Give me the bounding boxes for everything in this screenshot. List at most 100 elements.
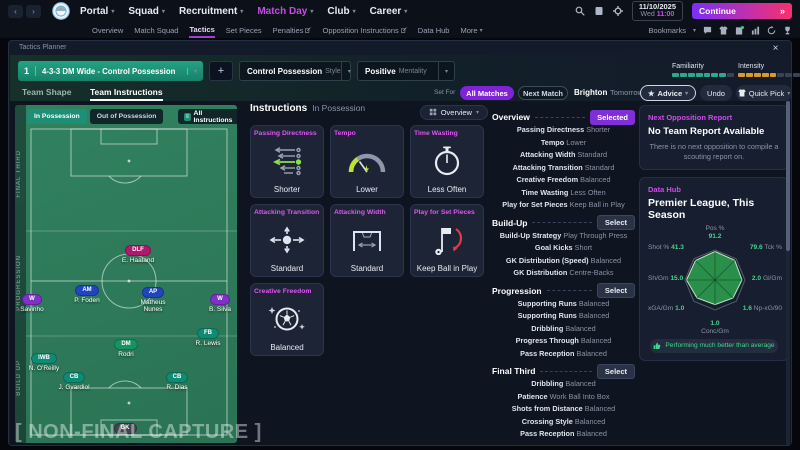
chevron-down-icon: ▾ (161, 8, 165, 15)
card-attacking-transition[interactable]: Attacking Transition Standard (250, 204, 324, 277)
card-creative-freedom[interactable]: Creative Freedom Balanced (250, 283, 324, 356)
card-passing-directness[interactable]: Passing Directness (250, 125, 324, 198)
subnav-tactics[interactable]: Tactics (189, 22, 215, 38)
messages-icon[interactable] (703, 26, 712, 35)
view-overview-dropdown[interactable]: Overview ▾ (419, 104, 488, 120)
bookmarks-bar: Bookmarks ▾ (648, 25, 792, 35)
bookmarks-label[interactable]: Bookmarks (648, 25, 686, 35)
filter-all-matches[interactable]: All Matches (460, 86, 514, 100)
opposition-report-title: Next Opposition Report (648, 113, 733, 122)
build-up-select-button[interactable]: Select (596, 215, 635, 230)
chevron-down-icon: ▾ (186, 67, 203, 75)
stats-icon[interactable] (751, 26, 760, 35)
summary-row: GK Distribution (Speed) Balanced (505, 255, 622, 265)
close-icon[interactable]: × (772, 43, 779, 54)
card-time-wasting[interactable]: Time Wasting Less Often (410, 125, 484, 198)
time-wasting-icon (434, 146, 460, 176)
sync-icon[interactable] (767, 25, 776, 35)
opposition-report-body: There is no next opposition to compile a… (649, 142, 779, 161)
subnav-set-pieces[interactable]: Set Pieces (225, 25, 262, 35)
player-goalkeeper[interactable]: GK (97, 416, 153, 435)
role-badge: CB (62, 371, 86, 383)
player-b-silva[interactable]: W B. Silva (192, 287, 237, 313)
tactic-pitch[interactable]: FINAL THIRD PROGRESSION BUILD UP In Poss… (15, 105, 237, 443)
role-badge: AM (75, 284, 99, 296)
card-attacking-width[interactable]: Attacking Width Standard (330, 204, 404, 277)
summary-row: Crossing Style Balanced (521, 416, 606, 426)
overview-selected-button[interactable]: Selected (590, 109, 635, 125)
shirt-icon[interactable] (719, 25, 728, 35)
gear-icon[interactable] (612, 6, 623, 16)
data-hub-title[interactable]: Data Hub (648, 184, 681, 194)
familiarity-gauge: Familiarity (672, 63, 734, 77)
chevron-down-icon: ▾ (340, 62, 357, 80)
nav-squad[interactable]: Squad ▾ (128, 5, 165, 17)
role-badge: W (22, 293, 42, 305)
search-icon[interactable] (575, 6, 585, 16)
chevron-down-icon: ▾ (479, 27, 483, 34)
tab-team-instructions[interactable]: Team Instructions (90, 87, 163, 101)
summary-row: Progress Through Balanced (515, 336, 612, 345)
player-gvardiol[interactable]: CB J. Gvardiol (46, 365, 102, 391)
forward-button[interactable]: › (26, 4, 41, 18)
external-link-icon (305, 27, 312, 33)
nav-career[interactable]: Career ▾ (369, 5, 408, 17)
player-haaland[interactable]: DLF E. Haaland (110, 238, 166, 264)
summary-row: Dribbling Balanced (531, 323, 596, 333)
tab-team-shape[interactable]: Team Shape (22, 87, 72, 97)
formation-select[interactable]: 1 4-3-3 DM Wide - Control Possession ▾ (18, 61, 203, 81)
scrollbar-thumb[interactable] (786, 101, 790, 251)
player-nunes[interactable]: AP Matheus Nunes (125, 280, 181, 314)
sub-nav: Overview Match Squad Tactics Set Pieces … (0, 22, 800, 38)
nav-recruitment[interactable]: Recruitment ▾ (178, 5, 244, 17)
data-hub-subtitle: Premier League, This Season (648, 196, 755, 221)
instruction-cards: Passing Directness (250, 125, 488, 356)
subnav-overview[interactable]: Overview (92, 25, 124, 35)
player-dias[interactable]: CB R. Dias (149, 365, 205, 391)
filter-next-match[interactable]: Next Match (518, 86, 568, 100)
advice-button[interactable]: ★ Advice ▾ (640, 85, 696, 101)
subnav-opposition-instructions[interactable]: Opposition Instructions (322, 22, 407, 38)
player-savinho[interactable]: W Savinho (15, 287, 60, 313)
player-lewis[interactable]: FB R. Lewis (180, 321, 236, 347)
player-rodri[interactable]: DM Rodri (98, 332, 154, 358)
subnav-more[interactable]: More ▾ (460, 25, 483, 35)
card-play-for-set-pieces[interactable]: Play for Set Pieces Keep Ball in Play (410, 204, 484, 277)
bookmark-icon[interactable] (594, 6, 604, 16)
style-select[interactable]: Control Possession Style ▾ (239, 61, 351, 81)
nav-portal[interactable]: Portal ▾ (80, 5, 115, 17)
tab-out-of-possession[interactable]: Out of Possession (89, 109, 164, 124)
familiarity-bars (672, 73, 734, 77)
nav-club[interactable]: Club ▾ (327, 5, 356, 17)
subnav-penalties[interactable]: Penalties (273, 22, 312, 38)
passing-directness-icon (272, 147, 302, 176)
add-tactic-button[interactable]: + (209, 61, 233, 81)
all-instructions-button[interactable]: ≡ All Instructions (178, 109, 237, 124)
undo-button[interactable]: Undo (700, 85, 732, 101)
tab-in-possession[interactable]: In Possession (27, 109, 87, 124)
vertical-scrollbar[interactable] (786, 101, 790, 445)
subnav-data-hub[interactable]: Data Hub (417, 25, 450, 35)
day-text: Wed (640, 11, 655, 19)
progression-select-button[interactable]: Select (596, 283, 635, 298)
attacking-width-icon (353, 231, 381, 251)
mentality-select[interactable]: Positive Mentality ▾ (357, 61, 455, 81)
chevron-down-icon: ▾ (692, 27, 696, 34)
subnav-match-squad[interactable]: Match Squad (134, 25, 179, 35)
player-foden[interactable]: AM P. Foden (59, 278, 115, 304)
player-name: Matheus Nunes (140, 299, 166, 314)
nav-match-day[interactable]: Match Day ▾ (257, 5, 314, 17)
mentality-value: Positive (365, 66, 396, 76)
quick-pick-button[interactable]: Quick Pick ▾ (736, 85, 792, 101)
final-third-select-button[interactable]: Select (596, 363, 635, 379)
back-button[interactable]: ‹ (8, 4, 23, 18)
news-icon[interactable] (735, 25, 744, 35)
continue-button[interactable]: Continue » (692, 3, 792, 19)
main-nav: Portal ▾ Squad ▾ Recruitment ▾ Match Day ▾ C… (80, 6, 407, 17)
player-oreilly[interactable]: IWB N. O'Reilly (16, 346, 72, 372)
trophy-icon[interactable] (783, 26, 792, 35)
card-tempo[interactable]: Tempo Lower (330, 125, 404, 198)
player-name: P. Foden (74, 297, 100, 304)
role-badge: CB (165, 371, 189, 383)
tempo-icon (348, 153, 386, 173)
